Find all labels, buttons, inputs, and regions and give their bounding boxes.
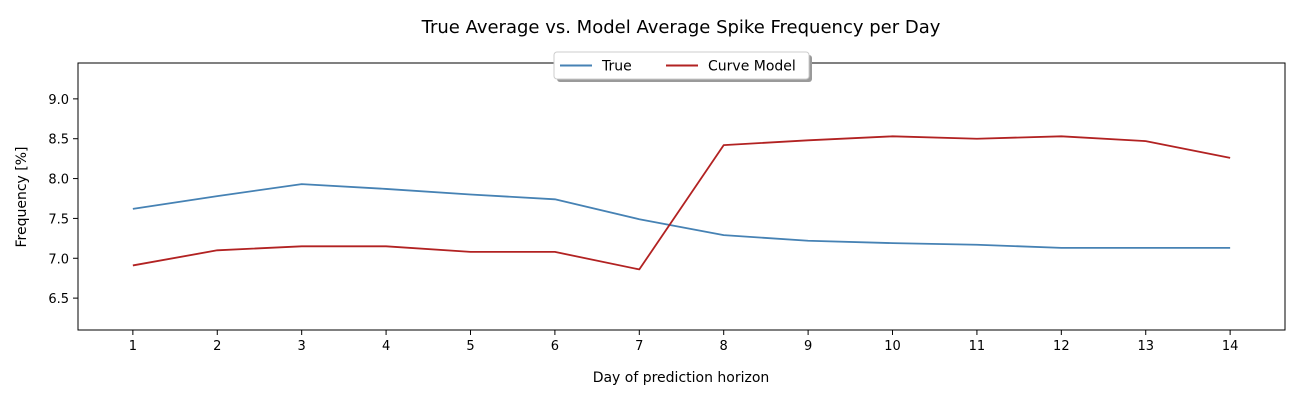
- x-tick-label: 5: [466, 339, 474, 354]
- plot-area: [77, 62, 1286, 331]
- legend-label-true: True: [601, 59, 632, 75]
- x-tick-label: 7: [635, 339, 643, 354]
- y-axis-label: Frequency [%]: [14, 146, 30, 247]
- series-line-true: [132, 183, 1231, 249]
- y-tick-label: 9.0: [48, 93, 69, 108]
- y-tick-label: 7.5: [48, 212, 69, 227]
- y-tick-label: 8.0: [48, 173, 69, 188]
- x-tick-label: 2: [213, 339, 221, 354]
- x-tick-label: 14: [1222, 339, 1239, 354]
- y-tick-label: 8.5: [48, 133, 69, 148]
- x-axis: 1 2 3 4 5 6 7 8 9 10 11 12 13 14: [129, 330, 1239, 354]
- x-tick-label: 13: [1137, 339, 1154, 354]
- x-tick-label: 1: [129, 339, 137, 354]
- x-tick-label: 6: [551, 339, 559, 354]
- x-tick-label: 9: [804, 339, 812, 354]
- x-axis-label: Day of prediction horizon: [593, 370, 770, 386]
- y-tick-label: 7.0: [48, 252, 69, 267]
- y-axis: 6.5 7.0 7.5 8.0 8.5 9.0: [48, 93, 78, 307]
- x-tick-label: 3: [298, 339, 306, 354]
- y-tick-label: 6.5: [48, 292, 69, 307]
- legend: True Curve Model: [553, 51, 812, 82]
- legend-label-curve-model: Curve Model: [708, 59, 796, 75]
- chart-title: True Average vs. Model Average Spike Fre…: [421, 17, 941, 38]
- x-tick-label: 10: [884, 339, 901, 354]
- x-tick-label: 8: [720, 339, 728, 354]
- x-tick-label: 12: [1053, 339, 1070, 354]
- x-tick-label: 11: [969, 339, 986, 354]
- series-lines: [132, 135, 1231, 271]
- series-line-curve-model: [132, 135, 1231, 271]
- x-tick-label: 4: [382, 339, 390, 354]
